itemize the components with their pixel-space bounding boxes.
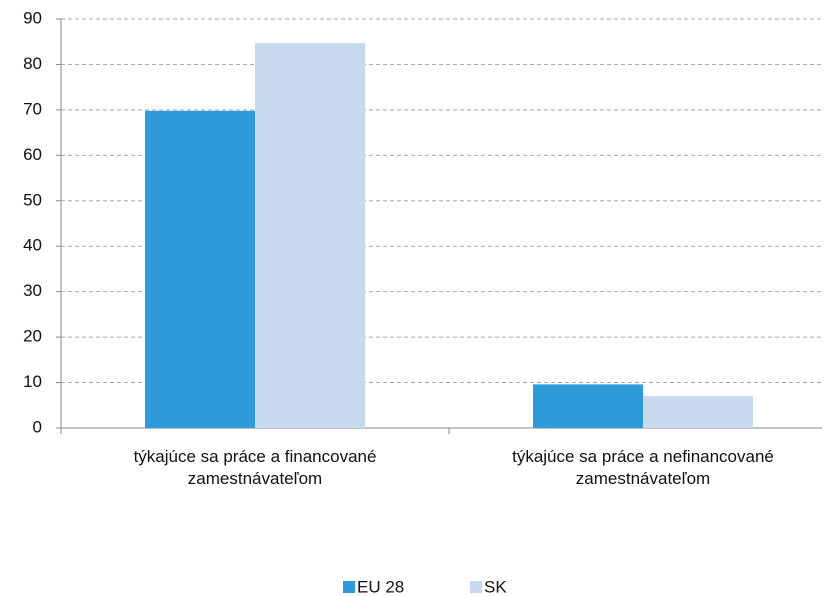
- y-tick-label: 20: [23, 327, 42, 346]
- bar: [255, 43, 365, 428]
- y-tick-label: 30: [23, 281, 42, 300]
- y-tick-label: 70: [23, 99, 42, 118]
- legend-label: EU 28: [357, 577, 404, 596]
- bar: [145, 110, 255, 428]
- y-tick-label: 10: [23, 372, 42, 391]
- bar: [533, 384, 643, 428]
- y-tick-label: 0: [33, 417, 42, 436]
- legend-swatch: [343, 581, 355, 593]
- y-tick-label: 40: [23, 236, 42, 255]
- bar: [643, 396, 753, 428]
- y-tick-label: 80: [23, 54, 42, 73]
- x-tick-label: týkajúce sa práce a financované zamestná…: [133, 447, 377, 488]
- legend-label: SK: [484, 577, 507, 596]
- x-tick-label: týkajúce sa práce a nefinancované zamest…: [512, 447, 774, 488]
- y-tick-label: 90: [23, 8, 42, 27]
- legend-swatch: [470, 581, 482, 593]
- y-tick-label: 50: [23, 190, 42, 209]
- y-tick-label: 60: [23, 145, 42, 164]
